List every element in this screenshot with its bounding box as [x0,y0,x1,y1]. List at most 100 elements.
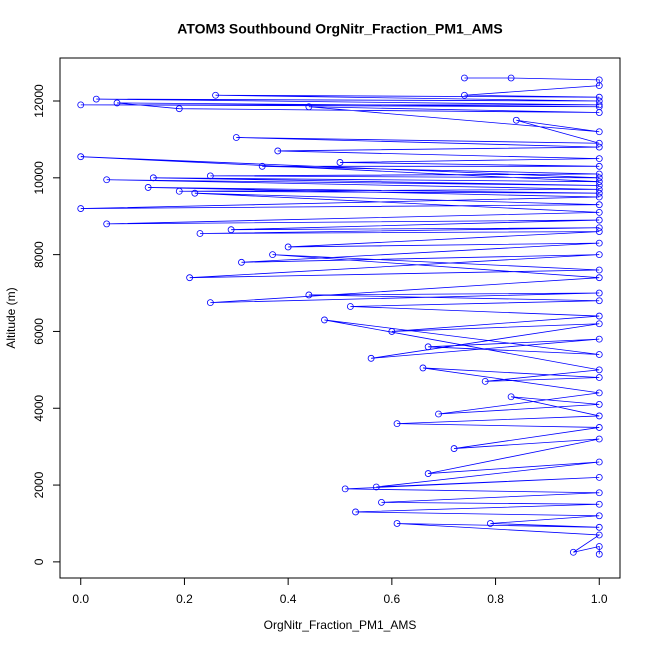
point [352,508,359,516]
point [103,176,111,184]
y-tick-label: 12000 [32,84,46,118]
y-axis-label: Altitude (m) [4,287,18,348]
point [595,320,603,328]
point [595,128,603,136]
point [595,162,603,170]
point [77,153,85,161]
x-tick-label: 0.6 [384,592,401,606]
point [595,185,603,193]
point [378,498,385,506]
point [284,243,292,251]
point [595,523,603,531]
point [595,297,603,305]
x-tick-label: 1.0 [591,592,608,606]
point [113,99,121,107]
point [92,95,100,103]
point [77,205,85,212]
y-tick-label: 6000 [32,318,46,345]
point [175,187,183,195]
point [569,548,577,556]
point [595,239,603,247]
point [595,266,603,274]
point [595,473,603,481]
point [595,193,603,201]
point [103,220,111,228]
point [595,550,603,558]
point [424,343,432,351]
point [393,520,401,527]
point [595,335,603,343]
point [269,251,276,259]
x-axis-label: OrgNitr_Fraction_PM1_AMS [264,618,417,632]
series-line [80,77,601,555]
point [595,374,603,381]
point [595,216,603,224]
point [486,520,494,527]
point [393,420,401,428]
point [336,159,344,166]
point [595,228,603,235]
point [206,172,214,180]
point [595,189,603,197]
x-tick-label: 0.2 [176,592,193,606]
point [595,170,603,178]
point [595,389,603,397]
point [595,401,603,408]
point [595,143,603,151]
y-tick-label: 10000 [32,161,46,195]
point [595,458,603,466]
chart-title: ATOM3 Southbound OrgNitr_Fraction_PM1_AM… [177,21,502,37]
point [595,139,603,147]
y-tick-label: 0 [32,558,46,565]
point [595,274,603,282]
point [595,351,603,358]
point [144,184,152,191]
point [186,274,194,282]
point [595,178,603,186]
point [346,303,354,310]
point [595,182,603,189]
point [238,258,245,266]
point [206,299,214,307]
point [419,364,427,372]
point [341,485,349,493]
point [595,101,603,109]
point [595,174,603,182]
point [595,82,603,90]
point [595,312,603,320]
point [595,93,603,101]
point [305,103,313,111]
point [450,445,458,452]
point [595,412,603,420]
point [191,189,199,197]
point [595,224,603,232]
point [507,393,515,401]
x-tick-label: 0.8 [487,592,504,606]
y-tick-label: 4000 [32,395,46,422]
point [507,74,515,82]
point [595,201,603,209]
point [305,291,313,299]
point [595,435,603,443]
point [424,470,432,477]
point [595,489,603,497]
plot-frame [59,57,621,579]
point [461,91,468,99]
point [595,155,603,163]
point [372,483,380,491]
point [149,174,157,182]
point [435,410,442,418]
y-tick-label: 8000 [32,241,46,268]
point [595,424,603,431]
x-tick-label: 0.4 [280,592,297,606]
point [227,226,235,234]
point [321,316,328,324]
x-tick-label: 0.0 [72,592,89,606]
point [595,543,603,550]
point [481,377,489,385]
point [175,105,183,113]
point [595,366,603,374]
point [196,230,204,237]
point [258,162,266,170]
